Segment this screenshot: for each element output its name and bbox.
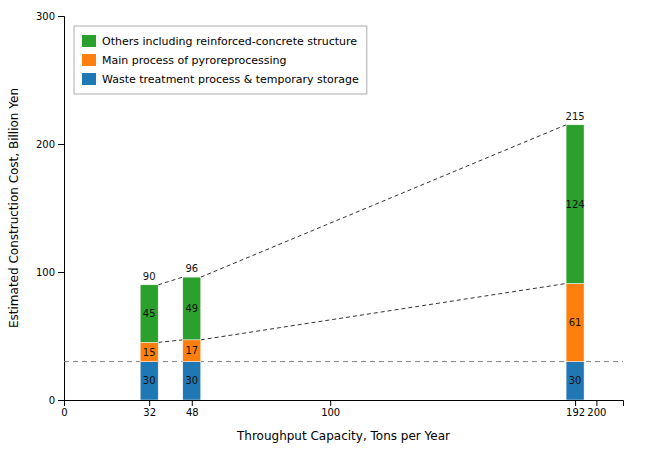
x-axis: 0 32 48 100 192200 <box>61 400 623 418</box>
data-label: 61 <box>569 317 582 328</box>
tick: 100 <box>36 267 64 278</box>
data-label: 45 <box>143 308 156 319</box>
bar <box>566 125 584 284</box>
total-label: 215 <box>566 111 585 122</box>
legend-item: Others including reinforced-concrete str… <box>82 35 357 48</box>
tick-label: 200 <box>587 407 606 418</box>
legend-swatch <box>82 35 96 47</box>
legend-item: Main process of pyroreprocessing <box>82 54 286 67</box>
tick-mark <box>58 16 64 17</box>
tick-mark <box>575 400 576 406</box>
bar-series <box>140 362 584 400</box>
tick: 0 <box>61 400 67 418</box>
bar <box>566 362 584 400</box>
data-label: 30 <box>185 375 198 386</box>
connector-line <box>158 277 183 285</box>
tick-label: 0 <box>61 407 67 418</box>
tick: 200 <box>587 400 606 418</box>
bar-series <box>140 284 584 362</box>
tick-mark <box>58 400 64 401</box>
tick: 48 <box>186 400 199 418</box>
legend: Others including reinforced-concrete str… <box>74 26 367 94</box>
data-label: 15 <box>143 347 156 358</box>
tick: 200 <box>36 139 64 150</box>
bar <box>566 284 584 362</box>
total-label: 96 <box>185 263 198 274</box>
marks <box>64 125 623 400</box>
tick-label: 100 <box>321 407 340 418</box>
tick-label: 300 <box>36 11 55 22</box>
tick-mark <box>330 400 331 406</box>
y-axis: 0 100 200 300 <box>36 11 65 406</box>
data-label: 17 <box>185 345 198 356</box>
connector-line <box>158 340 183 343</box>
tick: 100 <box>321 400 340 418</box>
bar <box>183 362 201 400</box>
tick-label: 100 <box>36 267 55 278</box>
tick-mark <box>149 400 150 406</box>
axis-line <box>65 401 624 407</box>
tick-label: 200 <box>36 139 55 150</box>
tick-label: 192 <box>566 407 585 418</box>
bar <box>140 362 158 400</box>
tick-label: 48 <box>186 407 199 418</box>
plot-area: 0324810019220001002003003030301517614549… <box>7 11 624 443</box>
y-axis-title: Estimated Construction Cost, Billion Yen <box>7 88 21 328</box>
data-label: 30 <box>569 375 582 386</box>
tick-mark <box>58 272 64 273</box>
legend-box <box>74 26 367 94</box>
total-label: 90 <box>143 271 156 282</box>
bar <box>140 285 158 343</box>
bar <box>183 277 201 340</box>
legend-swatch <box>82 54 96 66</box>
chart-root: 0324810019220001002003003030301517614549… <box>0 0 645 454</box>
chart-svg: 0324810019220001002003003030301517614549… <box>0 0 645 454</box>
tick: 300 <box>36 11 64 22</box>
x-axis-title: Throughput Capacity, Tons per Year <box>236 429 450 443</box>
connector-line <box>201 284 566 340</box>
data-labels: 30 30 30 15 17 61 45 49 124 90 96 215 <box>143 111 585 387</box>
tick-mark <box>596 400 597 406</box>
tick-label: 0 <box>49 395 55 406</box>
tick: 192 <box>566 400 585 418</box>
axis-line <box>58 17 65 401</box>
tick-mark <box>58 144 64 145</box>
connector-line <box>201 125 566 277</box>
bar-series <box>140 125 584 343</box>
data-label: 30 <box>143 375 156 386</box>
legend-swatch <box>82 73 96 85</box>
bar <box>140 342 158 361</box>
data-label: 49 <box>185 303 198 314</box>
data-label: 124 <box>566 199 585 210</box>
tick-label: 32 <box>143 407 156 418</box>
tick: 32 <box>143 400 156 418</box>
legend-item: Waste treatment process & temporary stor… <box>82 73 359 86</box>
tick-mark <box>192 400 193 406</box>
tick: 0 <box>49 395 64 406</box>
legend-label: Waste treatment process & temporary stor… <box>102 73 359 86</box>
legend-label: Main process of pyroreprocessing <box>102 54 286 67</box>
legend-label: Others including reinforced-concrete str… <box>102 35 357 48</box>
bar <box>183 340 201 362</box>
